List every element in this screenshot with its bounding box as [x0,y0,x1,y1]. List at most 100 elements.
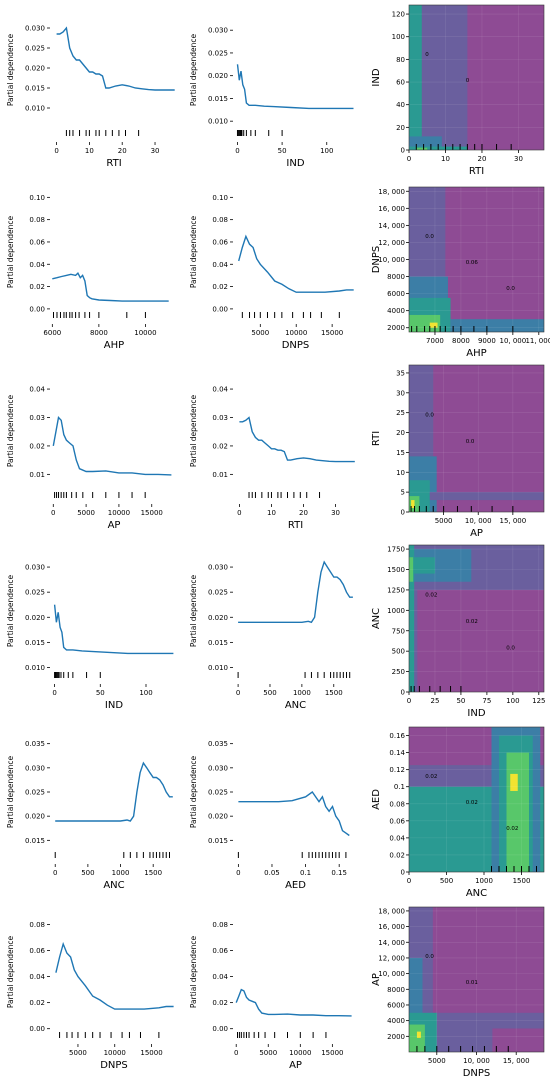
y-tick-label: 16, 000 [378,923,405,931]
x-axis-label: IND [105,700,123,711]
heatmap-fill [409,5,544,150]
y-tick-label: 0.030 [208,764,228,772]
y-tick-label: 0.020 [25,65,45,73]
pdp-line [56,26,175,91]
contour-label: 0.0 [506,286,515,292]
pdp-line [239,416,355,463]
y-tick-label: 0.035 [208,740,228,748]
y-tick-label: 0.01 [212,471,228,479]
y-tick-label: 0.025 [208,789,228,797]
y-tick-label: 0.015 [25,639,45,647]
y-tick-label: 1750 [387,546,405,554]
x-tick-label: 20 [118,147,127,155]
x-tick-label: 1500 [325,689,343,697]
x-tick-label: 10, 000 [465,517,492,525]
x-tick-label: 0 [407,877,411,885]
x-tick-label: 10 [267,509,276,517]
y-tick-label: 1500 [387,566,405,574]
y-tick-label: 0 [401,689,405,697]
pdp-line [235,988,352,1017]
x-tick-label: 125 [532,697,545,705]
x-tick-label: 10000 [104,1049,126,1057]
y-tick-label: 4000 [387,1017,405,1025]
y-tick-label: 0.08 [212,216,228,224]
x-tick-label: 1000 [112,869,130,877]
x-axis-label: AHP [104,340,124,351]
y-tick-label: 0.08 [29,921,45,929]
x-tick-label: 5000 [69,1049,87,1057]
pdp-line-panel-16: 0.00 0.02 0.04 0.06 0.08 0 5000 10000 15000 AP Par… [189,921,352,1071]
y-tick-label: 0.02 [389,851,405,859]
x-tick-label: 6000 [43,329,61,337]
y-tick-label: 0.03 [212,414,228,422]
y-tick-label: 18, 000 [378,188,405,196]
pdp-line-panel-1: 0.010 0.015 0.020 0.025 0.030 0 50 100 IND Partia… [189,27,354,169]
pdp-line-panel-6: 0.01 0.02 0.03 0.04 0 5000 10000 15000 AP Partial… [6,386,172,531]
x-axis-label: ANC [103,880,124,891]
y-tick-label: 0.02 [212,283,228,291]
x-tick-label: 15000 [140,1049,162,1057]
x-tick-label: 0 [407,697,411,705]
contour-region [510,773,518,791]
x-tick-label: 10000 [134,329,156,337]
y-tick-label: 10 [396,469,405,477]
x-axis-label: AP [289,1060,302,1071]
y-tick-label: 15 [396,449,405,457]
x-tick-label: 5000 [428,1057,446,1065]
pdp-line [55,941,174,1010]
y-tick-label: 6000 [387,290,405,298]
y-tick-label: 120 [392,11,405,19]
x-tick-label: 10000 [285,329,307,337]
y-tick-label: 0.010 [25,664,45,672]
x-tick-label: 30 [151,147,160,155]
y-tick-label: 0.06 [212,238,228,246]
x-tick-label: 100 [320,147,333,155]
y-tick-label: 0.12 [389,766,405,774]
y-tick-label: 100 [392,33,405,41]
x-tick-label: 50 [96,689,105,697]
x-tick-label: 0 [237,509,241,517]
contour-region [429,322,438,328]
x-tick-label: 0 [234,1049,238,1057]
y-tick-label: 0.00 [212,305,228,313]
y-axis-label: Partial dependence [189,935,198,1008]
y-tick-label: 0.08 [29,216,45,224]
y-tick-label: 4000 [387,307,405,315]
x-tick-label: 50 [278,147,287,155]
pdp-line-panel-0: 0.010 0.015 0.020 0.025 0.030 0 10 20 30 RTI Parti… [6,25,175,169]
y-tick-label: 20 [396,124,405,132]
x-tick-label: 1500 [144,869,162,877]
y-tick-label: 0.020 [25,614,45,622]
y-tick-label: 0.030 [25,564,45,572]
pdp-line [53,604,174,655]
x-tick-label: 0 [52,689,56,697]
contour-region [506,752,529,872]
x-axis-label: RTI [106,158,121,169]
y-axis-label: Partial dependence [6,574,15,647]
y-tick-label: 1250 [387,586,405,594]
x-tick-label: 30 [331,509,340,517]
pdp-heatmap-panel-5: 0.0 0.01 5000 10, 000 15, 000 2000 4000 6000 800… [371,906,545,1079]
x-tick-label: 0.1 [300,869,311,877]
y-tick-label: 0.015 [208,95,228,103]
contour-label: 0.02 [425,774,437,780]
x-axis-label: RTI [288,520,303,531]
x-tick-label: 15, 000 [503,1057,530,1065]
y-tick-label: 35 [396,369,405,377]
y-tick-label: 0.010 [208,118,228,126]
y-tick-label: 10, 000 [378,256,405,264]
x-axis-label: ANC [285,700,306,711]
contour-region [450,319,544,332]
x-tick-label: 5000 [259,1049,277,1057]
x-tick-label: 10 [441,155,450,163]
y-tick-label: 0.02 [212,442,228,450]
contour-label: 0.02 [466,619,478,625]
x-tick-label: 5000 [251,329,269,337]
contour-region [409,557,435,574]
x-axis-label: IND [286,158,304,169]
y-tick-label: 0.030 [25,764,45,772]
x-tick-label: 0 [235,147,239,155]
x-axis-label: RTI [469,166,484,177]
y-tick-label: 0.025 [25,789,45,797]
